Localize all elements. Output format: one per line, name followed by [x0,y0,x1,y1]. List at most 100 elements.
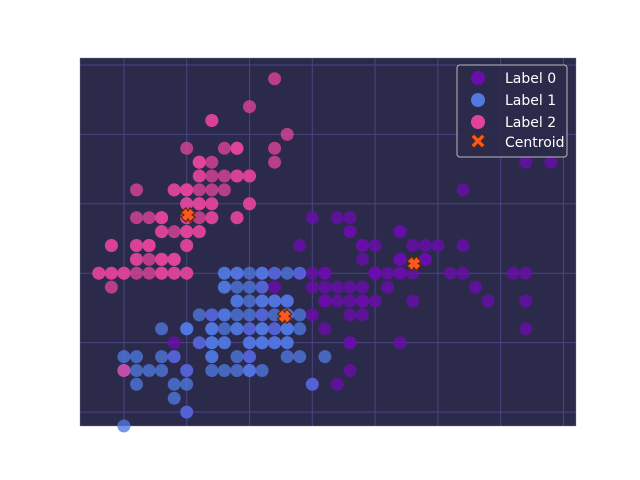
point-label-1-72 [293,322,307,336]
point-label-2-79 [230,169,244,183]
point-label-1-47 [293,308,307,322]
legend-marker-label-2 [471,115,485,129]
point-label-2-41 [117,364,131,377]
point-label-0-83 [343,294,357,308]
point-label-1-12 [205,308,219,322]
point-label-1-65 [205,322,219,336]
point-label-2-87 [117,266,131,280]
point-label-0-73 [343,308,357,322]
point-label-0-98 [330,211,344,225]
point-label-1-73 [255,266,269,280]
point-label-0-93 [406,239,420,252]
point-label-2-75 [130,266,143,280]
legend-label-2: Label 2 [505,115,556,131]
point-label-0-85 [519,266,533,280]
point-label-2-72 [192,225,206,239]
point-label-1-17 [243,322,256,336]
point-label-2-65 [180,239,194,252]
point-label-1-90 [205,336,219,350]
point-label-2-78 [205,155,219,169]
point-label-1-53 [293,350,307,364]
point-label-2-8 [104,280,118,294]
point-label-2-52 [167,266,181,280]
point-label-0-82 [356,294,369,308]
point-label-1-74 [230,322,244,336]
point-label-1-92 [280,322,294,336]
point-label-0-35 [305,211,319,225]
point-label-1-77 [205,364,219,377]
point-label-2-74 [243,169,256,183]
point-label-2-39 [192,211,206,225]
point-label-2-86 [230,141,244,155]
point-label-1-88 [268,266,282,280]
point-label-1-52 [117,419,131,433]
point-label-0-57 [469,280,482,294]
point-label-2-15 [268,72,282,86]
point-label-0-25 [381,266,395,280]
point-label-0-52 [443,266,457,280]
point-label-0-4 [368,294,382,308]
point-label-2-85 [167,252,181,266]
centroid-marker-2 [179,206,197,224]
point-label-1-89 [255,322,269,336]
point-label-1-19 [230,280,244,294]
point-label-0-0 [431,239,445,252]
point-label-2-18 [268,155,282,169]
plot-border [79,57,577,427]
point-label-2-93 [192,155,206,169]
point-label-1-98 [217,280,231,294]
point-label-2-59 [167,225,181,239]
point-label-1-7 [280,350,294,364]
point-label-0-70 [418,239,432,252]
point-label-2-99 [217,183,231,197]
point-label-0-86 [343,211,357,225]
point-label-0-60 [368,239,382,252]
point-label-1-38 [243,280,256,294]
point-label-0-37 [343,364,357,377]
point-label-2-64 [104,266,118,280]
point-label-1-79 [142,364,156,377]
point-label-1-49 [130,350,143,364]
centroid-markers [179,206,423,325]
centroid-marker-0 [405,255,423,272]
point-label-1-85 [280,294,294,308]
point-label-0-76 [330,294,344,308]
data-points [92,72,558,433]
point-label-1-56 [217,266,231,280]
point-label-0-23 [318,294,332,308]
point-label-0-46 [268,280,282,294]
point-label-0-26 [406,294,420,308]
point-label-1-46 [117,350,131,364]
point-label-2-95 [192,197,206,211]
point-label-0-87 [356,252,369,266]
point-label-0-88 [305,266,319,280]
legend-marker-label-1 [471,93,485,107]
legend-marker-label-0 [471,71,485,85]
point-label-0-84 [318,322,332,336]
point-label-0-97 [368,266,382,280]
point-label-1-14 [180,405,194,419]
point-label-2-92 [180,183,194,197]
point-label-1-43 [230,294,244,308]
legend-label-0: Label 0 [505,71,556,87]
point-label-2-94 [155,225,169,239]
point-label-2-14 [280,127,294,141]
point-label-2-89 [92,266,106,280]
point-label-0-47 [330,280,344,294]
point-label-1-71 [155,350,169,364]
point-label-0-56 [167,336,181,350]
point-label-1-63 [230,266,244,280]
legend-label-1: Label 1 [505,93,556,109]
point-label-0-68 [519,322,533,336]
point-label-1-29 [130,377,143,391]
point-label-1-4 [217,322,231,336]
point-label-0-18 [330,377,344,391]
point-label-0-90 [393,252,407,266]
centroid-marker-1 [276,308,293,325]
point-label-1-69 [280,336,294,350]
point-label-2-84 [205,169,219,183]
point-label-2-6 [130,211,143,225]
point-label-1-82 [268,336,282,350]
point-label-1-51 [180,377,194,391]
